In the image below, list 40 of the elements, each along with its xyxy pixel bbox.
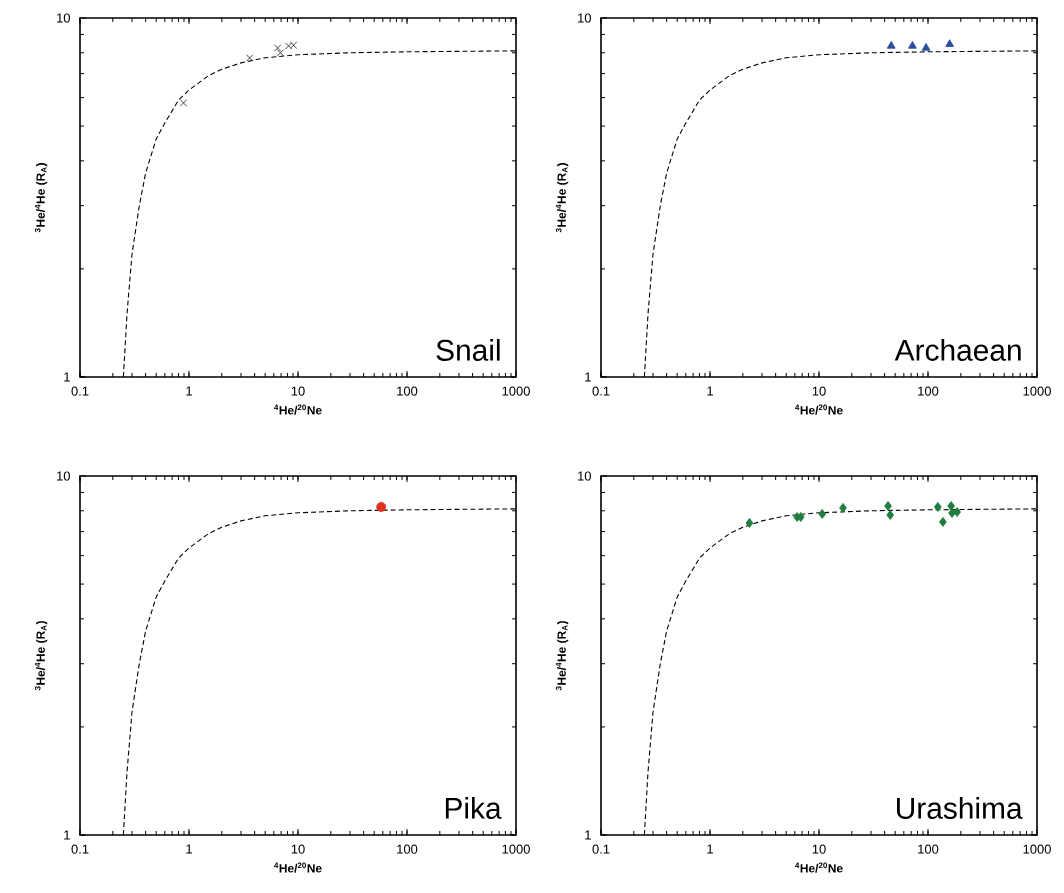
y-tick-label: 1 <box>585 372 591 382</box>
x-tick-label: 1 <box>186 386 192 396</box>
annotation: Urashima <box>897 796 1023 819</box>
x-tick-label: 1000 <box>502 386 530 396</box>
y-axis-title: $^{3}$He/$^{4}$He (R$_{A}$) <box>555 621 569 691</box>
x-tick-label: 1 <box>707 386 713 396</box>
x-tick-label: 1 <box>186 844 192 854</box>
x-tick-label: 100 <box>397 844 418 854</box>
x-axis-title: $^{4}$He/$^{20}$Ne <box>795 862 843 873</box>
x-tick-label: 1000 <box>502 844 530 854</box>
x-tick-label: 0.1 <box>71 386 89 396</box>
y-tick-label: 10 <box>578 13 591 23</box>
x-tick-label: 10 <box>291 844 305 854</box>
y-tick-label: 10 <box>57 471 70 481</box>
x-tick-label: 1 <box>707 844 713 854</box>
y-axis-title: $^{3}$He/$^{4}$He (R$_{A}$) <box>34 163 48 233</box>
y-tick-label: 1 <box>585 830 591 840</box>
y-tick-label: 10 <box>57 13 70 23</box>
y-axis-title: $^{3}$He/$^{4}$He (R$_{A}$) <box>555 163 569 233</box>
y-axis-title: $^{3}$He/$^{4}$He (R$_{A}$) <box>34 621 48 691</box>
annotation: Archaean <box>894 338 1021 361</box>
y-tick-label: 1 <box>64 372 70 382</box>
x-tick-label: 10 <box>812 386 826 396</box>
x-axis-title: $^{4}$He/$^{20}$Ne <box>274 404 322 415</box>
x-axis-title: $^{4}$He/$^{20}$Ne <box>274 862 322 873</box>
x-tick-label: 100 <box>918 844 939 854</box>
x-tick-label: 100 <box>397 386 418 396</box>
y-tick-label: 1 <box>64 830 70 840</box>
x-tick-label: 1000 <box>1023 386 1051 396</box>
x-tick-label: 0.1 <box>71 844 89 854</box>
x-tick-label: 1000 <box>1023 844 1051 854</box>
x-axis-title: $^{4}$He/$^{20}$Ne <box>795 404 843 415</box>
annotation: Pika <box>445 796 502 819</box>
annotation: Snail <box>436 338 500 361</box>
x-tick-label: 10 <box>812 844 826 854</box>
x-tick-label: 100 <box>918 386 939 396</box>
y-tick-label: 10 <box>578 471 591 481</box>
x-tick-label: 0.1 <box>592 386 610 396</box>
x-tick-label: 10 <box>291 386 305 396</box>
x-tick-label: 0.1 <box>592 844 610 854</box>
